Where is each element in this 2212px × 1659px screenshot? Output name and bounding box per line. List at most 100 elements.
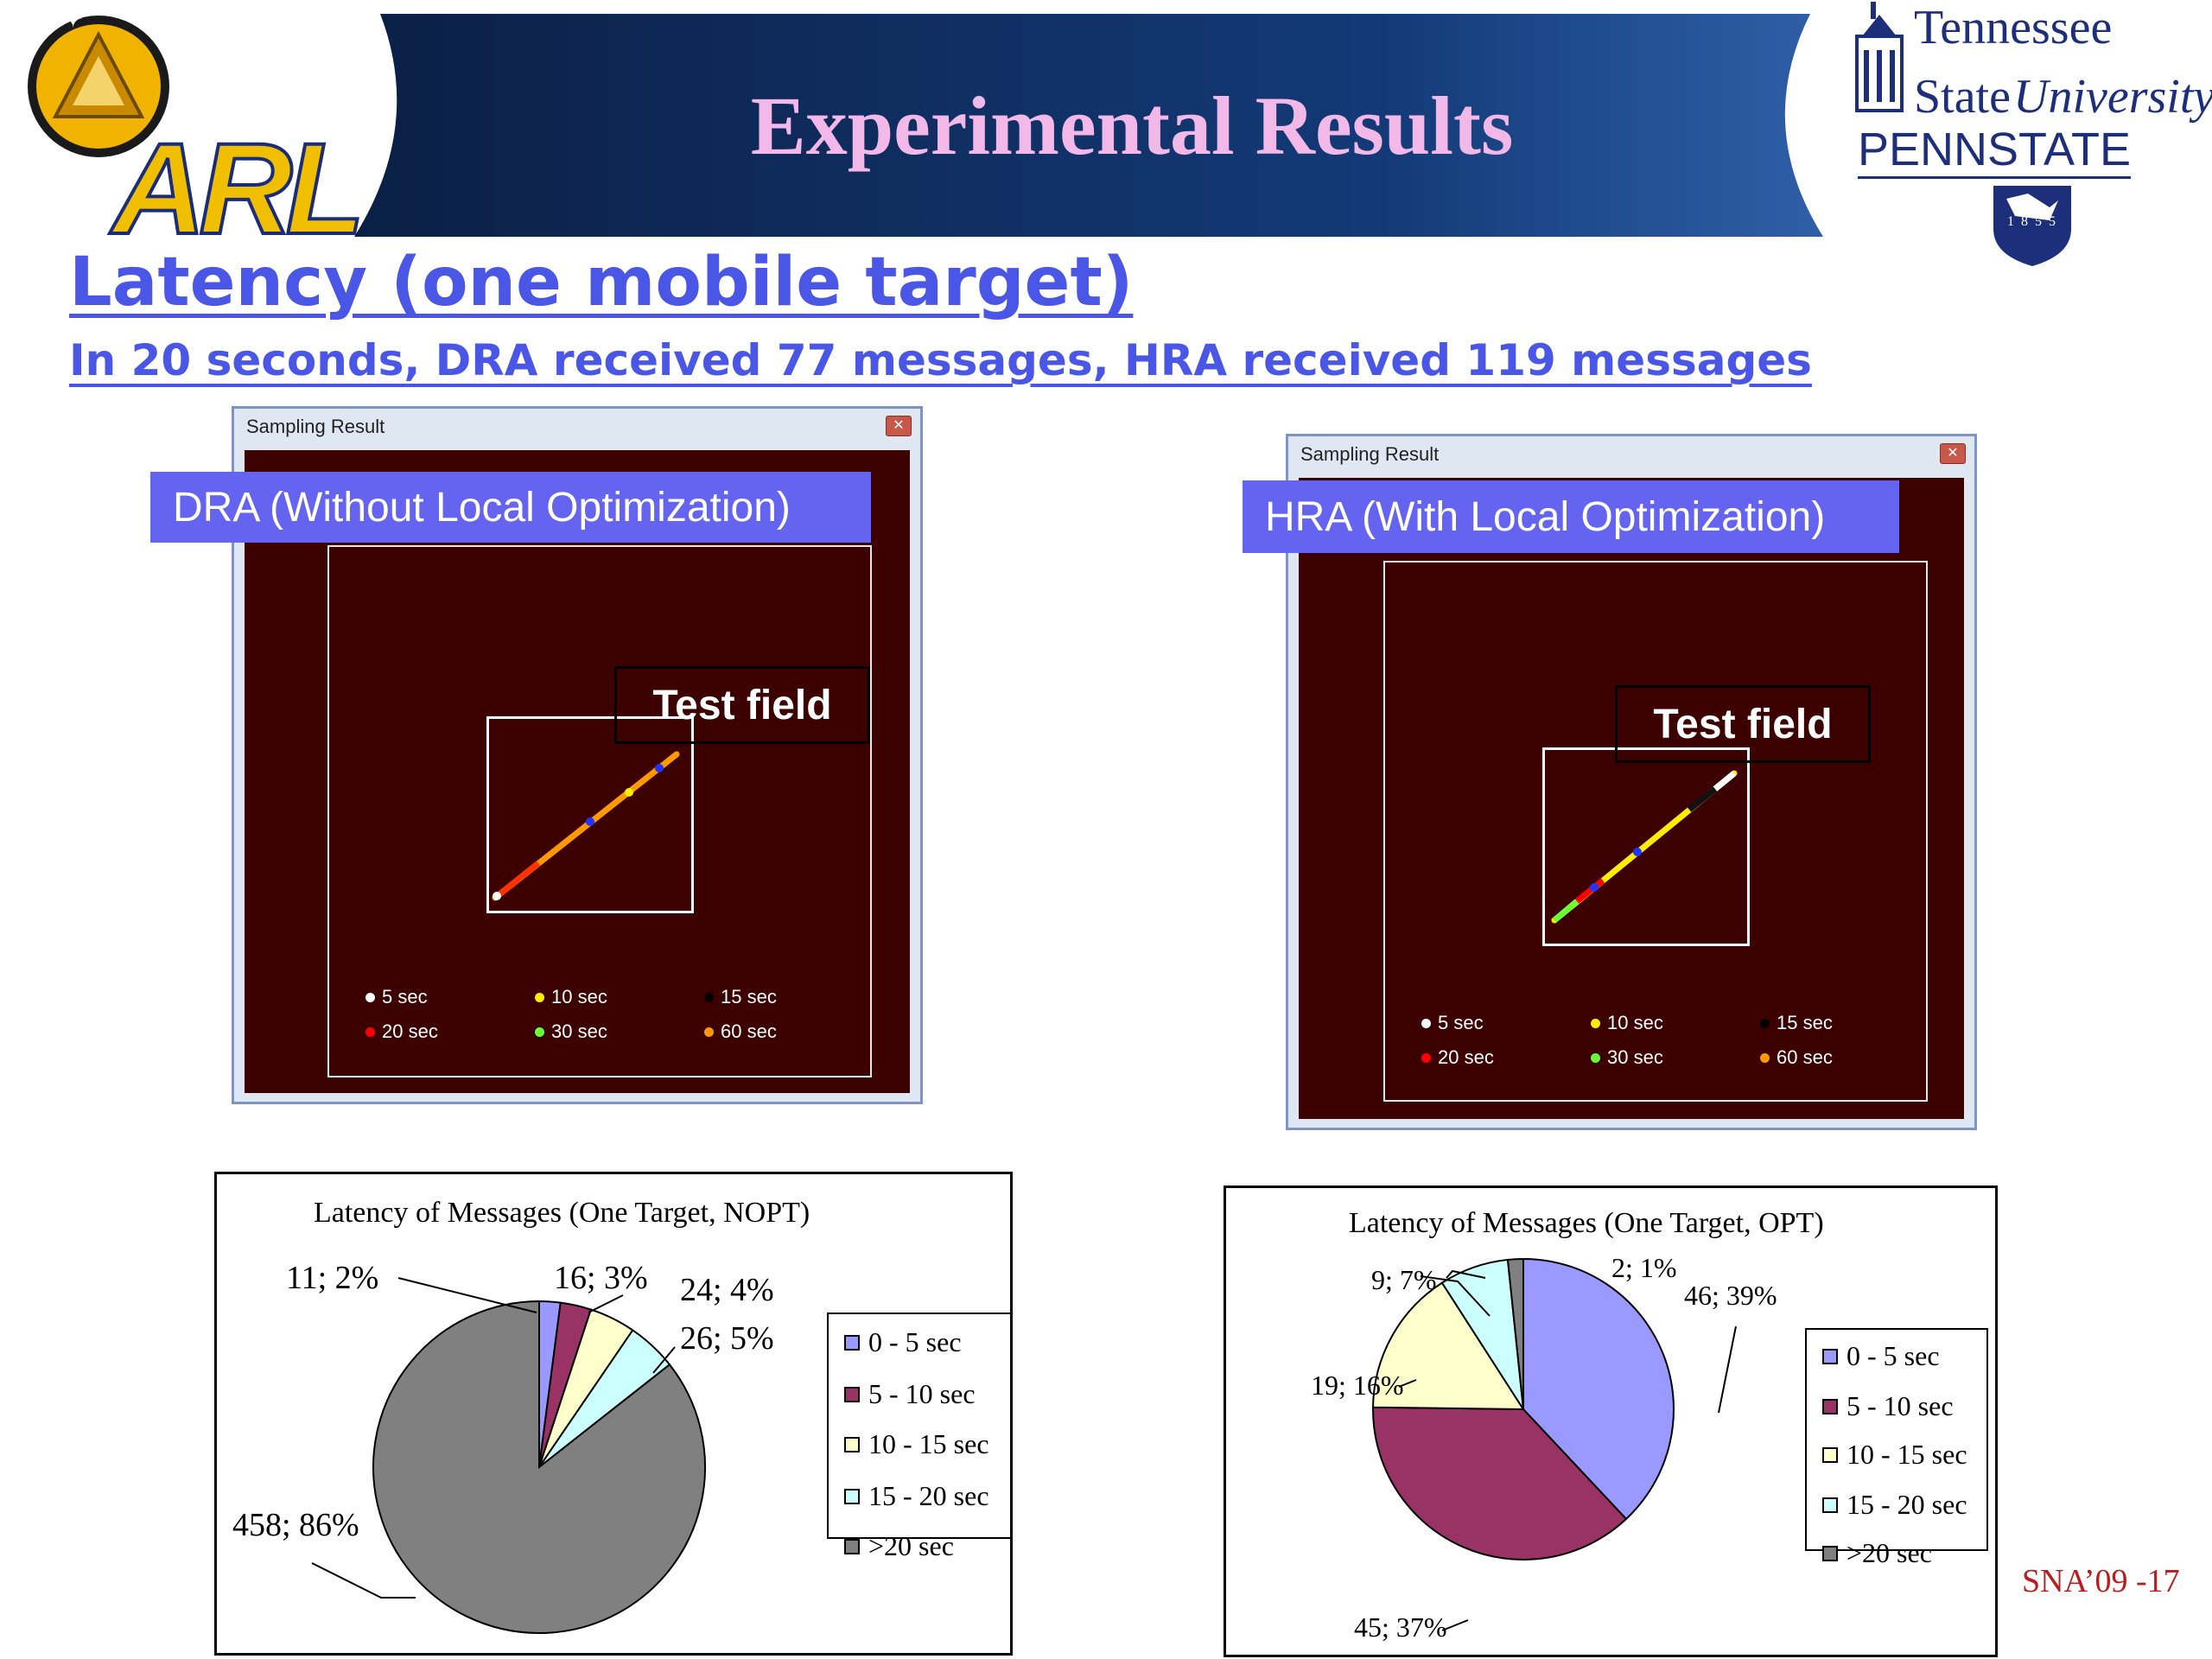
sampling-field: Test field 5 sec 10 sec 15 sec 20 sec 30… bbox=[245, 450, 910, 1093]
test-field-label: Test field bbox=[614, 666, 870, 744]
legend-item: 15 sec bbox=[1760, 1012, 1833, 1034]
legend-entry: 15 - 20 sec bbox=[1822, 1489, 1967, 1521]
test-field-label: Test field bbox=[1615, 685, 1871, 763]
leader-line bbox=[397, 1277, 537, 1313]
legend-dot bbox=[1421, 1018, 1431, 1028]
legend-dot bbox=[704, 992, 714, 1002]
legend-label: 5 - 10 sec bbox=[1847, 1390, 1954, 1421]
legend-label: 20 sec bbox=[382, 1020, 438, 1042]
leader-line bbox=[1398, 1379, 1417, 1388]
technology-logo: ✦ bbox=[28, 9, 169, 157]
legend-label: 60 sec bbox=[721, 1020, 777, 1042]
page-title: Experimental Results bbox=[750, 79, 1514, 172]
legend-item: 5 sec bbox=[1421, 1012, 1484, 1034]
leader-line bbox=[311, 1562, 416, 1599]
leader-line bbox=[1718, 1325, 1737, 1414]
legend-dot bbox=[365, 992, 375, 1002]
test-field-area bbox=[486, 716, 694, 913]
legend-item: 60 sec bbox=[704, 1020, 777, 1043]
window-title: Sampling Result bbox=[246, 416, 385, 437]
slice-label: 45; 37% bbox=[1354, 1611, 1447, 1643]
legend-label: 5 sec bbox=[382, 986, 428, 1007]
tsu-logo-line1: Tennessee bbox=[1914, 1, 2113, 54]
legend-label: 15 - 20 sec bbox=[1847, 1489, 1967, 1520]
chart-legend: 0 - 5 sec 5 - 10 sec 10 - 15 sec 15 - 20… bbox=[827, 1313, 1012, 1561]
legend-entry: 0 - 5 sec bbox=[1822, 1340, 1940, 1372]
legend-label: 5 - 10 sec bbox=[868, 1378, 976, 1409]
sampling-field: Test field 5 sec 10 sec 15 sec 20 sec 30… bbox=[1299, 478, 1964, 1119]
legend-label: 0 - 5 sec bbox=[1847, 1340, 1940, 1371]
legend-label: 0 - 5 sec bbox=[868, 1326, 962, 1357]
legend-label: 10 - 15 sec bbox=[1847, 1439, 1967, 1470]
pennstate-shield-icon bbox=[1993, 186, 2071, 266]
legend-dot bbox=[1421, 1052, 1431, 1063]
target-trajectory bbox=[1551, 770, 1738, 924]
leader-line bbox=[1420, 1275, 1491, 1317]
legend-label: 15 - 20 sec bbox=[868, 1480, 989, 1511]
slice-label: 46; 39% bbox=[1684, 1280, 1777, 1311]
legend-dot bbox=[535, 992, 544, 1002]
pie-svg bbox=[311, 1277, 706, 1634]
legend-label: 20 sec bbox=[1438, 1046, 1494, 1068]
legend-swatch bbox=[844, 1386, 860, 1402]
opt-pie-chart: Latency of Messages (One Target, OPT) 46… bbox=[1224, 1185, 1998, 1657]
legend-label: 30 sec bbox=[1607, 1046, 1663, 1068]
legend-swatch bbox=[1822, 1348, 1838, 1364]
slice-label: 16; 3% bbox=[554, 1260, 648, 1296]
legend-item: 5 sec bbox=[365, 986, 428, 1008]
close-button[interactable]: ✕ bbox=[886, 416, 912, 436]
legend-entry: 15 - 20 sec bbox=[844, 1480, 989, 1512]
arl-logo: ARL bbox=[111, 116, 366, 261]
legend-label: 10 - 15 sec bbox=[868, 1428, 989, 1459]
legend-swatch bbox=[1822, 1545, 1838, 1561]
legend-item: 15 sec bbox=[704, 986, 777, 1008]
deployment-area bbox=[327, 545, 872, 1077]
legend-entry: 5 - 10 sec bbox=[1822, 1390, 1954, 1422]
slice-label: 19; 16% bbox=[1311, 1370, 1404, 1401]
legend-item: 30 sec bbox=[535, 1020, 607, 1043]
close-button[interactable]: ✕ bbox=[1940, 443, 1966, 464]
legend-dot bbox=[704, 1027, 714, 1037]
legend-label: >20 sec bbox=[868, 1530, 954, 1561]
legend-dot bbox=[365, 1027, 375, 1037]
hra-sampling-window: Sampling Result ✕ Test field 5 sec 10 se… bbox=[1286, 434, 1977, 1130]
field-legend: 5 sec 10 sec 15 sec 20 sec 30 sec 60 sec bbox=[365, 986, 849, 1055]
tsu-logo-line2b: University bbox=[2013, 70, 2212, 124]
pie-slice-2 bbox=[1372, 1406, 1628, 1560]
window-title: Sampling Result bbox=[1300, 443, 1440, 465]
slice-label: 11; 2% bbox=[286, 1260, 379, 1296]
hra-tag: HRA (With Local Optimization) bbox=[1243, 480, 1899, 553]
legend-swatch bbox=[844, 1538, 860, 1554]
target-trajectory bbox=[492, 751, 680, 901]
summary-line: In 20 seconds, DRA received 77 messages,… bbox=[69, 335, 1812, 385]
legend-dot bbox=[535, 1027, 544, 1037]
university-building-icon bbox=[1855, 2, 1904, 112]
chart-legend: 0 - 5 sec 5 - 10 sec 10 - 15 sec 15 - 20… bbox=[1805, 1328, 1988, 1568]
legend-entry: >20 sec bbox=[844, 1530, 954, 1562]
legend-dot bbox=[1760, 1018, 1770, 1028]
legend-entry: 10 - 15 sec bbox=[1822, 1439, 1967, 1471]
legend-item: 30 sec bbox=[1591, 1046, 1663, 1069]
legend-entry: 5 - 10 sec bbox=[844, 1378, 976, 1410]
legend-item: 20 sec bbox=[365, 1020, 438, 1043]
pie-slice-5 bbox=[1506, 1257, 1524, 1410]
dra-tag: DRA (Without Local Optimization) bbox=[150, 472, 871, 543]
legend-dot bbox=[1591, 1018, 1600, 1028]
legend-swatch bbox=[1822, 1497, 1838, 1513]
legend-entry: 0 - 5 sec bbox=[844, 1326, 962, 1358]
slice-label: 458; 86% bbox=[232, 1507, 359, 1543]
legend-entry: 10 - 15 sec bbox=[844, 1428, 989, 1460]
pie-svg bbox=[1372, 1257, 1737, 1631]
leader-line bbox=[652, 1346, 676, 1374]
legend-swatch bbox=[1822, 1398, 1838, 1414]
legend-entry: >20 sec bbox=[1822, 1537, 1932, 1569]
legend-dot bbox=[1760, 1052, 1770, 1063]
legend-dot bbox=[1591, 1052, 1600, 1063]
legend-item: 60 sec bbox=[1760, 1046, 1833, 1069]
legend-label: 15 sec bbox=[721, 986, 777, 1007]
title-banner bbox=[354, 14, 1823, 237]
legend-label: 30 sec bbox=[551, 1020, 607, 1042]
section-subtitle: Latency (one mobile target) bbox=[69, 244, 1134, 321]
pennstate-seal-year: 1 8 5 5 bbox=[2007, 214, 2057, 229]
deployment-area bbox=[1383, 561, 1928, 1102]
